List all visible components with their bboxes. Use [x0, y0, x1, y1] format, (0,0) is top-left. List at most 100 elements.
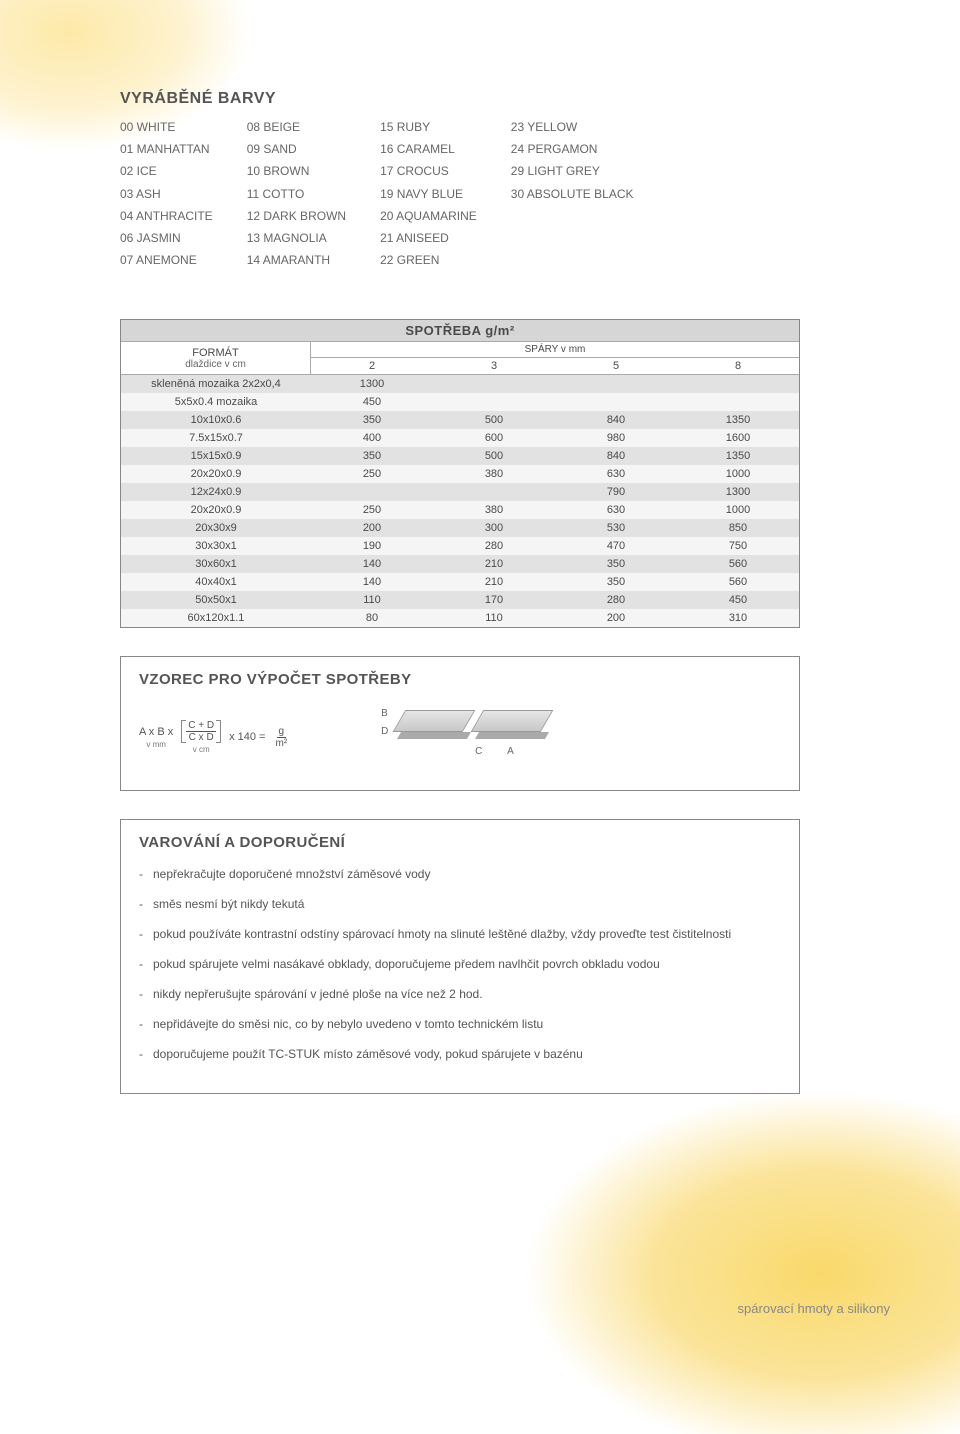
cell-value: 350 — [311, 411, 433, 429]
page-content: VYRÁBĚNÉ BARVY 00 WHITE01 MANHATTAN02 IC… — [0, 0, 960, 1094]
color-item: 10 BROWN — [247, 160, 346, 182]
cell-value: 110 — [433, 609, 555, 627]
table-row: 15x15x0.93505008401350 — [121, 447, 799, 465]
color-item: 14 AMARANTH — [247, 249, 346, 271]
warning-item: nepřekračujte doporučené množství záměso… — [139, 865, 781, 883]
color-item: 03 ASH — [120, 183, 213, 205]
th-spary-cols: 2358 — [311, 358, 799, 374]
th-format-l1: FORMÁT — [125, 347, 306, 359]
color-item: 06 JASMIN — [120, 227, 213, 249]
cell-value: 140 — [311, 555, 433, 573]
cell-value: 280 — [555, 591, 677, 609]
cell-value — [555, 375, 677, 393]
cell-value: 630 — [555, 501, 677, 519]
th-col: 3 — [433, 358, 555, 374]
cell-value — [433, 393, 555, 411]
formula-frac1: C + D C x D — [186, 720, 216, 743]
formula-AxB: A x B x — [139, 726, 173, 738]
colors-col-3: 15 RUBY16 CARAMEL17 CROCUS19 NAVY BLUE20… — [380, 116, 477, 271]
cell-format: 60x120x1.1 — [121, 609, 311, 627]
cell-value — [311, 483, 433, 501]
cell-value: 170 — [433, 591, 555, 609]
lbl-a: A — [507, 746, 514, 757]
table-row: 12x24x0.97901300 — [121, 483, 799, 501]
cell-value: 110 — [311, 591, 433, 609]
formula-u2: v cm — [193, 745, 210, 754]
cell-value: 350 — [311, 447, 433, 465]
table-row: 10x10x0.63505008401350 — [121, 411, 799, 429]
cell-format: 30x60x1 — [121, 555, 311, 573]
cell-value: 1000 — [677, 501, 799, 519]
th-col: 2 — [311, 358, 433, 374]
formula-box: VZOREC PRO VÝPOČET SPOTŘEBY A x B x v mm… — [120, 656, 800, 791]
cell-value: 300 — [433, 519, 555, 537]
cell-value: 470 — [555, 537, 677, 555]
cell-value: 310 — [677, 609, 799, 627]
cell-value: 500 — [433, 447, 555, 465]
color-item: 22 GREEN — [380, 249, 477, 271]
table-row: 60x120x1.180110200310 — [121, 609, 799, 627]
cell-value: 210 — [433, 573, 555, 591]
lbl-b: B — [381, 708, 388, 719]
color-item: 08 BEIGE — [247, 116, 346, 138]
cell-value: 200 — [555, 609, 677, 627]
table-title: SPOTŘEBA g/m² — [121, 320, 799, 342]
cell-format: 7.5x15x0.7 — [121, 429, 311, 447]
cell-value: 1300 — [311, 375, 433, 393]
color-item: 07 ANEMONE — [120, 249, 213, 271]
warning-item: nikdy nepřerušujte spárování v jedné plo… — [139, 985, 781, 1003]
cell-value: 210 — [433, 555, 555, 573]
cell-value: 1000 — [677, 465, 799, 483]
cell-value: 80 — [311, 609, 433, 627]
table-row: 30x30x1190280470750 — [121, 537, 799, 555]
table-row: 20x20x0.92503806301000 — [121, 465, 799, 483]
cell-value — [677, 393, 799, 411]
cell-value: 630 — [555, 465, 677, 483]
th-format: FORMÁT dlaždice v cm — [121, 342, 311, 374]
color-item: 17 CROCUS — [380, 160, 477, 182]
cell-format: 20x30x9 — [121, 519, 311, 537]
cell-value: 380 — [433, 501, 555, 519]
tile-side-a — [397, 732, 471, 739]
cell-value: 190 — [311, 537, 433, 555]
table-row: 50x50x1110170280450 — [121, 591, 799, 609]
cell-value: 560 — [677, 555, 799, 573]
cell-format: 12x24x0.9 — [121, 483, 311, 501]
cell-value: 250 — [311, 465, 433, 483]
formula-frac2: g m² — [273, 726, 289, 749]
cell-value: 1350 — [677, 447, 799, 465]
colors-col-2: 08 BEIGE09 SAND10 BROWN11 COTTO12 DARK B… — [247, 116, 346, 271]
cell-value: 530 — [555, 519, 677, 537]
colors-title: VYRÁBĚNÉ BARVY — [120, 90, 880, 108]
cell-format: skleněná mozaika 2x2x0,4 — [121, 375, 311, 393]
color-item: 01 MANHATTAN — [120, 138, 213, 160]
color-item: 23 YELLOW — [511, 116, 634, 138]
table-row: 40x40x1140210350560 — [121, 573, 799, 591]
cell-value: 500 — [433, 411, 555, 429]
cell-format: 50x50x1 — [121, 591, 311, 609]
color-item: 04 ANTHRACITE — [120, 205, 213, 227]
cell-value: 200 — [311, 519, 433, 537]
tile-a — [393, 710, 476, 732]
cell-value — [433, 375, 555, 393]
color-item: 13 MAGNOLIA — [247, 227, 346, 249]
lbl-c: C — [475, 746, 482, 757]
warnings-list: nepřekračujte doporučené množství záměso… — [139, 865, 781, 1063]
footer-tag: spárovací hmoty a silikony — [738, 1301, 890, 1316]
table-row: skleněná mozaika 2x2x0,41300 — [121, 375, 799, 393]
table-row: 20x20x0.92503806301000 — [121, 501, 799, 519]
color-item: 16 CARAMEL — [380, 138, 477, 160]
warnings-box: VAROVÁNÍ A DOPORUČENÍ nepřekračujte dopo… — [120, 819, 800, 1094]
warning-item: pokud používáte kontrastní odstíny spáro… — [139, 925, 781, 943]
formula: A x B x v mm C + D C x D v cm x 140 = g — [139, 720, 289, 754]
cell-value — [433, 483, 555, 501]
cell-value: 350 — [555, 555, 677, 573]
th-col: 5 — [555, 358, 677, 374]
cell-value: 450 — [677, 591, 799, 609]
color-item: 09 SAND — [247, 138, 346, 160]
cell-value: 850 — [677, 519, 799, 537]
tile-side-b — [475, 732, 549, 739]
colors-col-1: 00 WHITE01 MANHATTAN02 ICE03 ASH04 ANTHR… — [120, 116, 213, 271]
colors-grid: 00 WHITE01 MANHATTAN02 ICE03 ASH04 ANTHR… — [120, 116, 880, 271]
formula-u1: v mm — [146, 740, 166, 749]
